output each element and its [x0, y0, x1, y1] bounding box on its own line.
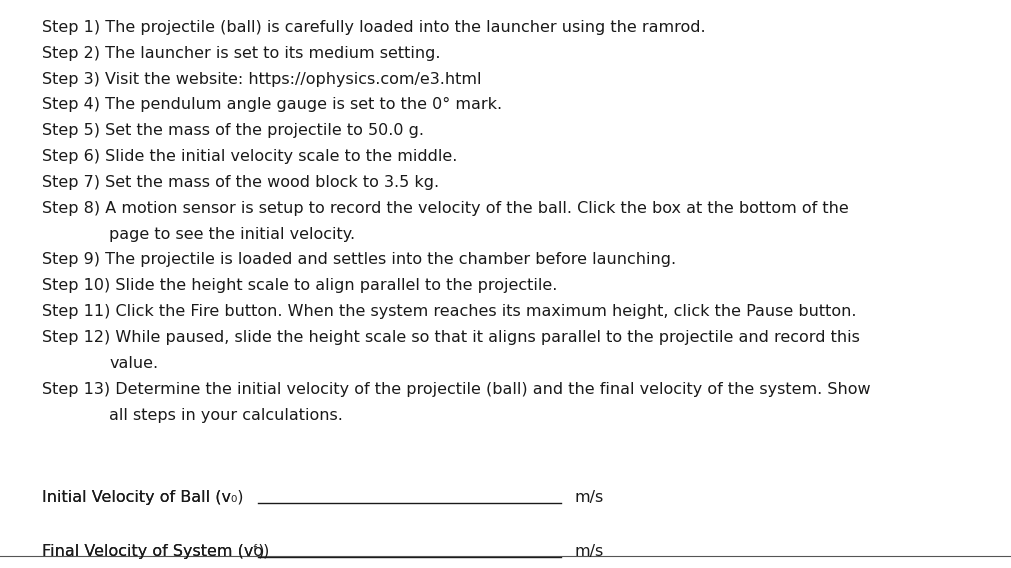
Text: Initial Velocity of Ball (v₀): Initial Velocity of Ball (v₀) [42, 490, 244, 505]
Text: Step 2) The launcher is set to its medium setting.: Step 2) The launcher is set to its mediu… [42, 46, 441, 61]
Text: m/s: m/s [574, 544, 604, 559]
Text: Step 10) Slide the height scale to align parallel to the projectile.: Step 10) Slide the height scale to align… [42, 278, 558, 293]
Text: Step 12) While paused, slide the height scale so that it aligns parallel to the : Step 12) While paused, slide the height … [42, 330, 860, 345]
Text: Step 7) Set the mass of the wood block to 3.5 kg.: Step 7) Set the mass of the wood block t… [42, 175, 440, 190]
Text: Step 9) The projectile is loaded and settles into the chamber before launching.: Step 9) The projectile is loaded and set… [42, 252, 676, 268]
Text: all steps in your calculations.: all steps in your calculations. [109, 407, 343, 423]
Text: Step 5) Set the mass of the projectile to 50.0 g.: Step 5) Set the mass of the projectile t… [42, 123, 425, 138]
Text: Final Velocity of System (vᴏ): Final Velocity of System (vᴏ) [42, 544, 270, 559]
Text: Step 13) Determine the initial velocity of the projectile (ball) and the final v: Step 13) Determine the initial velocity … [42, 382, 871, 396]
Text: value.: value. [109, 356, 159, 371]
Text: Step 3) Visit the website: https://ophysics.com/e3.html: Step 3) Visit the website: https://ophys… [42, 72, 482, 86]
Text: m/s: m/s [574, 490, 604, 505]
Text: Step 8) A motion sensor is setup to record the velocity of the ball. Click the b: Step 8) A motion sensor is setup to reco… [42, 201, 849, 216]
Text: Step 6) Slide the initial velocity scale to the middle.: Step 6) Slide the initial velocity scale… [42, 149, 458, 164]
Text: Final Velocity of System (vᶠ): Final Velocity of System (vᶠ) [42, 544, 265, 559]
Text: Step 4) The pendulum angle gauge is set to the 0° mark.: Step 4) The pendulum angle gauge is set … [42, 98, 502, 112]
Text: Step 1) The projectile (ball) is carefully loaded into the launcher using the ra: Step 1) The projectile (ball) is careful… [42, 20, 706, 35]
Text: Step 11) Click the Fire button. When the system reaches its maximum height, clic: Step 11) Click the Fire button. When the… [42, 304, 857, 319]
Text: page to see the initial velocity.: page to see the initial velocity. [109, 227, 355, 241]
Text: Initial Velocity of Ball (v: Initial Velocity of Ball (v [42, 490, 232, 505]
